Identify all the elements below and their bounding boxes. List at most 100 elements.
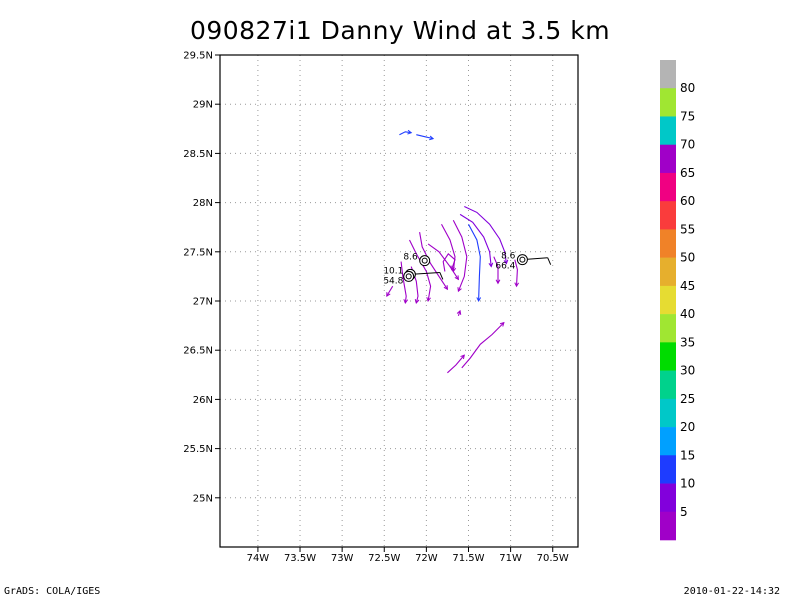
- y-tick-label: 29.5N: [183, 51, 213, 62]
- grid-lines: [220, 54, 578, 547]
- colorbar-label: 10: [680, 477, 695, 491]
- colorbar-label: 35: [680, 335, 695, 349]
- colorbar-swatch: [660, 201, 676, 230]
- streamline: [416, 134, 434, 140]
- colorbar: 5 10 15 20 25 30 35 40 45 50 55 60 65 70 75 80: [660, 60, 695, 541]
- colorbar-swatch: [660, 314, 676, 343]
- footer-timestamp: 2010-01-22-14:32: [683, 586, 780, 597]
- wind-streamlines: [386, 129, 520, 374]
- streamline-arrowhead: [403, 299, 409, 305]
- marker-label: 8.6: [501, 252, 516, 262]
- y-tick-label: 25N: [193, 493, 213, 504]
- colorbar-label: 25: [680, 392, 695, 406]
- streamline: [419, 232, 448, 290]
- streamline: [461, 322, 505, 369]
- colorbar-label: 20: [680, 420, 695, 434]
- storm-center-marker: [516, 254, 528, 266]
- streamline: [442, 252, 456, 272]
- colorbar-swatch: [660, 342, 676, 371]
- footer-credit: GrADS: COLA/IGES: [4, 586, 101, 597]
- streamline-arrowhead: [460, 354, 465, 360]
- streamline-arrowhead: [457, 287, 462, 293]
- streamline-arrowhead: [456, 309, 462, 315]
- x-tick-label: 74W: [247, 553, 270, 564]
- plot-frame: [219, 54, 579, 548]
- streamline: [447, 354, 465, 374]
- y-tick-label: 26.5N: [183, 346, 213, 357]
- streamline: [459, 213, 492, 267]
- colorbar-swatch: [660, 88, 676, 117]
- streamline-arrowhead: [488, 262, 494, 268]
- x-tick-label: 72W: [415, 553, 438, 564]
- colorbar-label: 30: [680, 364, 695, 378]
- marker-label: 8.6: [403, 253, 418, 263]
- marker-label: 66.4: [495, 262, 515, 272]
- colorbar-swatch: [660, 257, 676, 287]
- y-axis: 25N 25.5N 26N 26.5N 27N 27.5N 28N 28.5N 29N 29.5N: [183, 51, 220, 504]
- streamline: [493, 256, 499, 284]
- colorbar-swatch: [660, 60, 676, 89]
- colorbar-swatch: [660, 370, 676, 400]
- streamline: [441, 223, 456, 272]
- storm-center-marker: [419, 255, 431, 267]
- colorbar-swatch: [660, 398, 676, 428]
- marker-label: 10.1: [383, 266, 403, 276]
- x-axis: 74W 73.5W 73W 72.5W 72W 71.5W 71W 70.5W: [247, 547, 569, 564]
- y-tick-label: 28N: [193, 198, 213, 209]
- colorbar-label: 80: [680, 81, 695, 95]
- x-tick-label: 73.5W: [284, 553, 316, 564]
- streamline-arrowhead: [499, 321, 505, 327]
- streamline-arrowhead: [450, 265, 455, 271]
- storm-center-dot: [405, 273, 412, 280]
- colorbar-label: 45: [680, 279, 695, 293]
- x-tick-label: 71.5W: [452, 553, 484, 564]
- storm-center-marker: [403, 270, 415, 282]
- y-tick-label: 26N: [193, 395, 213, 406]
- streamline: [409, 239, 432, 302]
- colorbar-label: 70: [680, 138, 695, 152]
- colorbar-swatch: [660, 116, 676, 146]
- x-tick-label: 72.5W: [368, 553, 400, 564]
- streamline: [468, 223, 481, 302]
- colorbar-label: 60: [680, 194, 695, 208]
- colorbar-label: 5: [680, 505, 688, 519]
- streamline-arrowhead: [407, 129, 413, 135]
- y-tick-label: 27.5N: [183, 247, 213, 258]
- colorbar-label: 65: [680, 166, 695, 180]
- marker-label: 54.8: [383, 276, 403, 286]
- wind-barb-flag: [547, 257, 552, 265]
- storm-markers: 8.610.154.88.666.4: [383, 252, 552, 286]
- streamline: [514, 259, 518, 287]
- colorbar-label: 15: [680, 448, 695, 462]
- colorbar-swatch: [660, 511, 676, 541]
- streamline-arrowhead: [514, 282, 520, 288]
- streamline: [400, 261, 407, 304]
- colorbar-swatch: [660, 483, 676, 513]
- streamline: [386, 285, 394, 297]
- streamline-arrowhead: [476, 297, 482, 303]
- colorbar-swatch: [660, 229, 676, 258]
- streamline-arrowhead: [443, 285, 449, 291]
- streamline: [399, 131, 412, 136]
- streamline-arrowhead: [503, 259, 509, 265]
- streamline-arrowhead: [426, 297, 431, 303]
- colorbar-swatch: [660, 427, 676, 456]
- colorbar-swatch: [660, 144, 676, 174]
- streamline-arrowhead: [414, 298, 420, 304]
- y-tick-label: 28.5N: [183, 149, 213, 160]
- streamline: [452, 220, 468, 292]
- x-tick-label: 70.5W: [537, 553, 569, 564]
- y-tick-label: 27N: [193, 297, 213, 308]
- colorbar-swatch: [660, 455, 676, 484]
- wind-barb-flag: [439, 272, 444, 280]
- colorbar-swatch: [660, 172, 676, 202]
- storm-center-dot: [519, 256, 526, 263]
- colorbar-swatch: [660, 285, 676, 315]
- storm-center-dot: [421, 257, 428, 264]
- streamline-arrowhead: [386, 292, 391, 297]
- colorbar-label: 75: [680, 109, 695, 123]
- streamline: [464, 206, 507, 264]
- streamline-arrowhead: [495, 279, 501, 285]
- streamline-arrowhead: [429, 135, 435, 141]
